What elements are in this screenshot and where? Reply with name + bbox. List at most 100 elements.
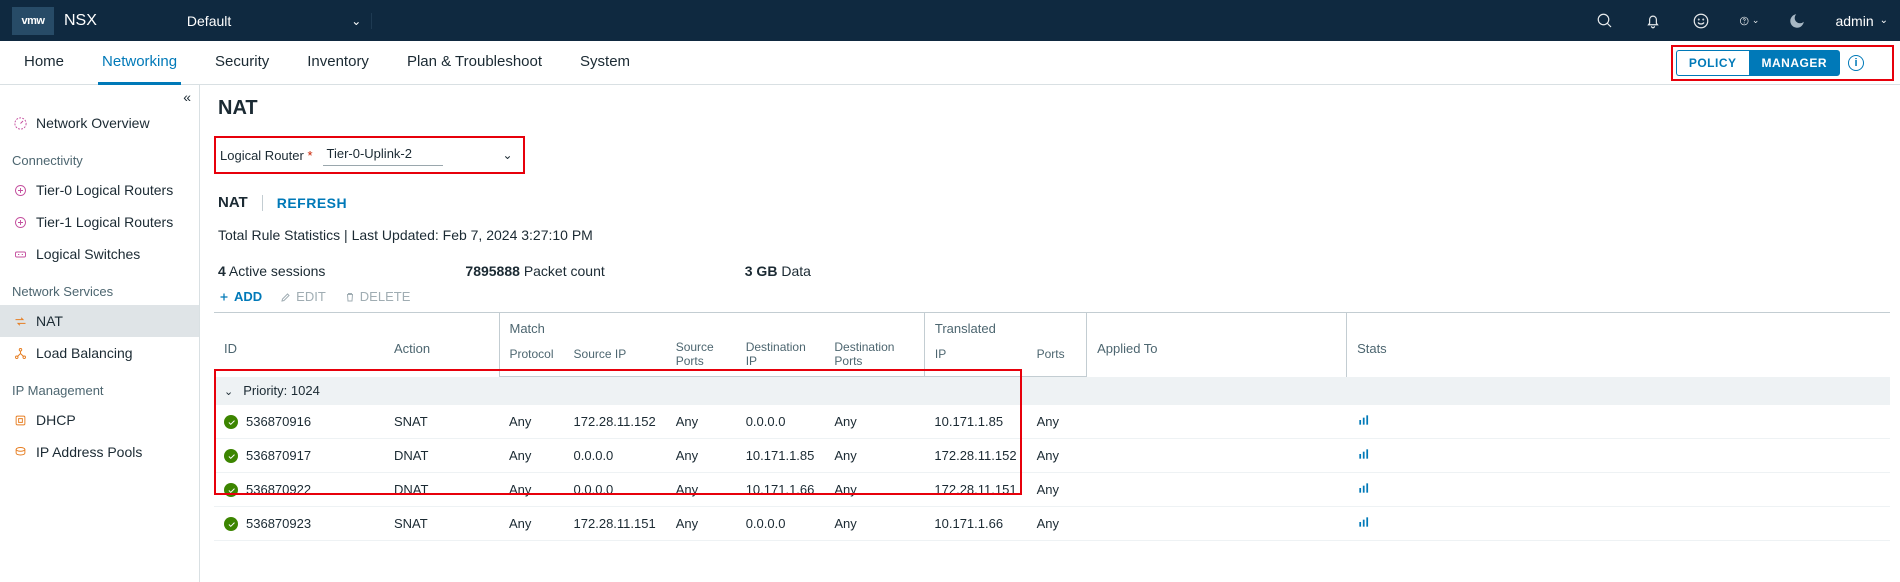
sidebar-item-label: DHCP: [36, 412, 76, 428]
metric-data: 3 GB Data: [745, 263, 811, 279]
sidebar-item-label: Logical Switches: [36, 246, 140, 262]
th-match: Match: [499, 313, 924, 337]
table-row[interactable]: 536870923SNATAny172.28.11.151Any0.0.0.0A…: [214, 507, 1890, 541]
manager-toggle[interactable]: MANAGER: [1749, 50, 1841, 76]
sidebar-item-tier0[interactable]: Tier-0 Logical Routers: [0, 174, 199, 206]
tab-plan[interactable]: Plan & Troubleshoot: [403, 41, 546, 85]
moon-icon[interactable]: [1787, 11, 1807, 31]
page-title: NAT: [214, 85, 1900, 136]
priority-row[interactable]: ⌄ Priority: 1024: [214, 377, 1890, 405]
sidebar-item-nat[interactable]: NAT: [0, 305, 199, 337]
router-value: Tier-0-Uplink-2: [323, 144, 443, 166]
sidebar-item-label: Load Balancing: [36, 345, 133, 361]
environment-label: Default: [187, 13, 231, 29]
sidebar-item-ippool[interactable]: IP Address Pools: [0, 436, 199, 468]
table-row[interactable]: 536870917DNATAny0.0.0.0Any10.171.1.85Any…: [214, 439, 1890, 473]
sidebar-item-label: Tier-1 Logical Routers: [36, 214, 173, 230]
status-ok-icon: [224, 449, 238, 463]
vmware-logo: vmw: [12, 7, 54, 35]
info-icon[interactable]: i: [1848, 55, 1864, 71]
view-switch: POLICY MANAGER i: [1671, 45, 1894, 81]
main-tabs: Home Networking Security Inventory Plan …: [0, 41, 1900, 85]
edit-button: EDIT: [280, 289, 326, 304]
metrics-row: 4 Active sessions 7895888 Packet count 3…: [214, 247, 1900, 285]
router-icon: [12, 214, 28, 230]
policy-toggle[interactable]: POLICY: [1676, 50, 1749, 76]
table-row[interactable]: 536870922DNATAny0.0.0.0Any10.171.1.66Any…: [214, 473, 1890, 507]
metric-sessions: 4 Active sessions: [218, 263, 325, 279]
table-row[interactable]: 536870916SNATAny172.28.11.152Any0.0.0.0A…: [214, 405, 1890, 439]
sidebar-group-connectivity: Connectivity: [0, 139, 199, 174]
bell-icon[interactable]: [1643, 11, 1663, 31]
help-icon[interactable]: ⌄: [1739, 11, 1759, 31]
chevron-down-icon: ⌄: [351, 14, 361, 28]
refresh-button[interactable]: REFRESH: [262, 195, 347, 211]
table-body: 536870916SNATAny172.28.11.152Any0.0.0.0A…: [214, 405, 1890, 541]
chevron-down-icon: ⌄: [1880, 15, 1888, 26]
logical-router-selector[interactable]: Logical Router * Tier-0-Uplink-2 ⌄: [214, 136, 525, 174]
router-icon: [12, 182, 28, 198]
router-label: Logical Router *: [220, 148, 313, 163]
metric-packets: 7895888 Packet count: [465, 263, 604, 279]
th-applied[interactable]: Applied To: [1087, 313, 1347, 377]
th-stats[interactable]: Stats: [1347, 313, 1890, 377]
th-id[interactable]: ID: [214, 313, 384, 377]
tab-home[interactable]: Home: [20, 41, 68, 85]
sidebar-item-label: Network Overview: [36, 115, 150, 131]
dashboard-icon: [12, 115, 28, 131]
loadbalancer-icon: [12, 345, 28, 361]
tab-system[interactable]: System: [576, 41, 634, 85]
th-dstports[interactable]: Destination Ports: [824, 336, 924, 377]
sidebar-item-label: Tier-0 Logical Routers: [36, 182, 173, 198]
priority-label: Priority: 1024: [243, 383, 320, 398]
sidebar-item-label: NAT: [36, 313, 63, 329]
tab-networking[interactable]: Networking: [98, 41, 181, 85]
nat-table: ID Action Match Translated Applied To St…: [214, 312, 1890, 541]
nat-icon: [12, 313, 28, 329]
sidebar-item-switches[interactable]: Logical Switches: [0, 238, 199, 270]
stats-icon[interactable]: [1357, 415, 1371, 430]
user-menu[interactable]: admin ⌄: [1835, 13, 1888, 29]
th-dstip[interactable]: Destination IP: [736, 336, 825, 377]
stats-icon[interactable]: [1357, 483, 1371, 498]
sidebar-item-label: IP Address Pools: [36, 444, 142, 460]
status-ok-icon: [224, 517, 238, 531]
switch-icon: [12, 246, 28, 262]
sidebar-group-services: Network Services: [0, 270, 199, 305]
th-translated: Translated: [924, 313, 1086, 337]
sidebar-item-tier1[interactable]: Tier-1 Logical Routers: [0, 206, 199, 238]
ippool-icon: [12, 444, 28, 460]
sidebar-item-dhcp[interactable]: DHCP: [0, 404, 199, 436]
subtab-nat[interactable]: NAT: [218, 194, 248, 211]
th-tip[interactable]: IP: [924, 336, 1026, 377]
topbar: vmw NSX Default ⌄ ⌄ admin ⌄: [0, 0, 1900, 41]
status-ok-icon: [224, 483, 238, 497]
collapse-sidebar-icon[interactable]: «: [183, 89, 191, 105]
content-area: NAT Logical Router * Tier-0-Uplink-2 ⌄ N…: [200, 85, 1900, 582]
tab-inventory[interactable]: Inventory: [303, 41, 373, 85]
tab-security[interactable]: Security: [211, 41, 273, 85]
status-ok-icon: [224, 415, 238, 429]
chevron-down-icon: ⌄: [224, 385, 233, 398]
environment-selector[interactable]: Default ⌄: [187, 13, 372, 29]
product-name: NSX: [64, 12, 97, 30]
stats-icon[interactable]: [1357, 517, 1371, 532]
dhcp-icon: [12, 412, 28, 428]
sidebar: « Network Overview Connectivity Tier-0 L…: [0, 85, 200, 582]
th-tports[interactable]: Ports: [1027, 336, 1087, 377]
th-srcip[interactable]: Source IP: [564, 336, 666, 377]
sidebar-item-lb[interactable]: Load Balancing: [0, 337, 199, 369]
smile-icon[interactable]: [1691, 11, 1711, 31]
th-protocol[interactable]: Protocol: [499, 336, 564, 377]
stats-line: Total Rule Statistics | Last Updated: Fe…: [214, 215, 1900, 247]
th-action[interactable]: Action: [384, 313, 499, 377]
search-icon[interactable]: [1595, 11, 1615, 31]
delete-button: DELETE: [344, 289, 411, 304]
th-srcports[interactable]: Source Ports: [666, 336, 736, 377]
add-button[interactable]: ADD: [218, 289, 262, 304]
sidebar-item-overview[interactable]: Network Overview: [0, 107, 199, 139]
chevron-down-icon[interactable]: ⌄: [503, 148, 513, 162]
user-label: admin: [1835, 13, 1873, 29]
stats-icon[interactable]: [1357, 449, 1371, 464]
sidebar-group-ip: IP Management: [0, 369, 199, 404]
